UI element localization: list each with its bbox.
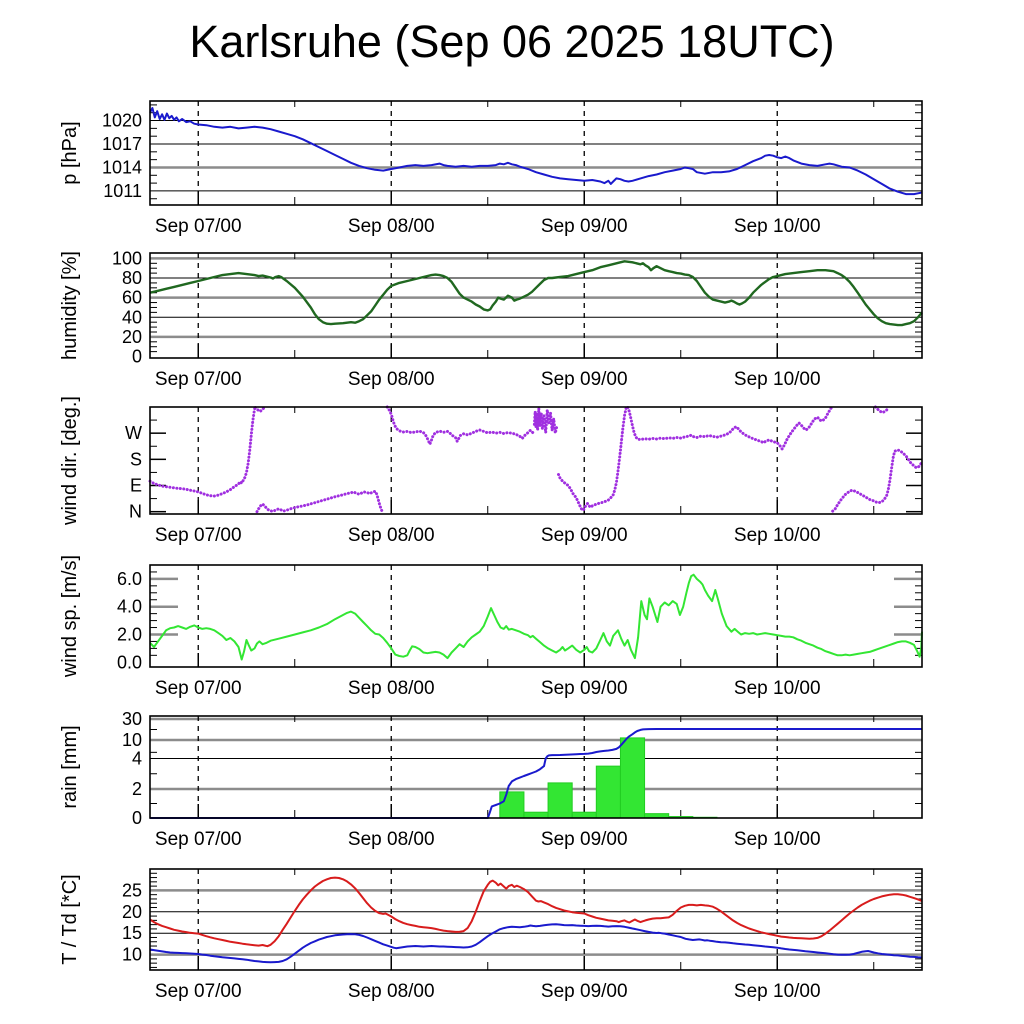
wind-direction-line bbox=[255, 489, 384, 514]
wind-speed-y-tick-label-6.0: 6.0 bbox=[117, 569, 142, 589]
wind-direction-border bbox=[149, 406, 923, 515]
pressure-x-tick-label-1: Sep 08/00 bbox=[348, 216, 435, 237]
wind-direction-y-axis-label: wind dir. [deg.] bbox=[59, 396, 81, 526]
temperature-y-axis-label: T / Td [*C] bbox=[59, 874, 81, 964]
wind-speed-y-tick-label-0.0: 0.0 bbox=[117, 652, 142, 672]
wind-speed-border bbox=[149, 564, 923, 668]
rain-bar bbox=[499, 791, 525, 819]
humidity-x-tick-label-0: Sep 07/00 bbox=[155, 369, 242, 390]
pressure-x-tick-label-2: Sep 09/00 bbox=[541, 216, 628, 237]
temperature-y-tick-label-15: 15 bbox=[122, 923, 142, 943]
wind-direction-y-tick-label-E: E bbox=[130, 476, 142, 496]
pressure-x-tick-label-0: Sep 07/00 bbox=[155, 216, 242, 237]
wind-speed-x-tick-label-0: Sep 07/00 bbox=[155, 678, 242, 699]
wind-direction-y-tick-label-W: W bbox=[125, 423, 142, 443]
wind-speed-line bbox=[149, 573, 923, 661]
humidity-y-tick-label-100: 100 bbox=[112, 248, 142, 268]
wind-speed-y-axis-label: wind sp. [m/s] bbox=[59, 555, 81, 678]
rain-y-tick-label-4: 4 bbox=[132, 749, 142, 769]
humidity-border bbox=[149, 252, 923, 359]
temperature-line bbox=[149, 876, 923, 948]
pressure-line bbox=[149, 107, 923, 196]
humidity-y-axis-label: humidity [%] bbox=[59, 251, 81, 360]
pressure-y-tick-label-1017: 1017 bbox=[102, 134, 142, 154]
temperature-y-tick-label-10: 10 bbox=[122, 945, 142, 965]
wind-direction-line bbox=[626, 405, 834, 451]
wind-direction-x-tick-label-3: Sep 10/00 bbox=[734, 525, 821, 546]
wind-direction-line bbox=[385, 405, 535, 446]
dew-point-line bbox=[149, 923, 923, 964]
rain-y-tick-label-0: 0 bbox=[132, 808, 142, 828]
pressure-border bbox=[149, 100, 923, 206]
wind-direction-y-tick-label-N: N bbox=[129, 502, 142, 522]
rain-bar bbox=[571, 811, 597, 819]
wind-speed-y-tick-label-2.0: 2.0 bbox=[117, 624, 142, 644]
wind-speed-y-tick-label-4.0: 4.0 bbox=[117, 597, 142, 617]
humidity-x-tick-label-2: Sep 09/00 bbox=[541, 369, 628, 390]
wind-direction-x-tick-label-2: Sep 09/00 bbox=[541, 525, 628, 546]
rain-x-tick-label-3: Sep 10/00 bbox=[734, 829, 821, 850]
rain-bar bbox=[523, 811, 549, 819]
temperature-x-tick-label-3: Sep 10/00 bbox=[734, 981, 821, 1002]
wind-direction-x-tick-label-1: Sep 08/00 bbox=[348, 525, 435, 546]
wind-direction-line bbox=[532, 407, 559, 435]
rain-cumulative-line bbox=[150, 728, 922, 819]
rain-y-axis-label: rain [mm] bbox=[59, 725, 81, 808]
wind-speed-x-tick-label-3: Sep 10/00 bbox=[734, 678, 821, 699]
temperature-y-tick-label-20: 20 bbox=[122, 902, 142, 922]
humidity-y-tick-label-80: 80 bbox=[122, 268, 142, 288]
humidity-y-tick-label-40: 40 bbox=[122, 307, 142, 327]
pressure-y-tick-label-1014: 1014 bbox=[102, 157, 142, 177]
wind-direction-line bbox=[831, 448, 924, 513]
pressure-y-tick-label-1020: 1020 bbox=[102, 111, 142, 131]
humidity-y-tick-label-60: 60 bbox=[122, 288, 142, 308]
wind-direction-line bbox=[148, 405, 257, 498]
temperature-x-tick-label-0: Sep 07/00 bbox=[155, 981, 242, 1002]
rain-bar bbox=[547, 782, 573, 819]
temperature-y-tick-label-25: 25 bbox=[122, 880, 142, 900]
wind-direction-line bbox=[557, 405, 629, 512]
wind-direction-y-tick-label-S: S bbox=[130, 449, 142, 469]
humidity-y-tick-label-0: 0 bbox=[132, 347, 142, 367]
temperature-x-tick-label-2: Sep 09/00 bbox=[541, 981, 628, 1002]
wind-speed-x-tick-label-1: Sep 08/00 bbox=[348, 678, 435, 699]
rain-y-tick-label-30: 30 bbox=[122, 709, 142, 729]
wind-speed-x-tick-label-2: Sep 09/00 bbox=[541, 678, 628, 699]
rain-x-tick-label-1: Sep 08/00 bbox=[348, 829, 435, 850]
rain-bar bbox=[595, 765, 621, 819]
humidity-x-tick-label-3: Sep 10/00 bbox=[734, 369, 821, 390]
humidity-x-tick-label-1: Sep 08/00 bbox=[348, 369, 435, 390]
pressure-y-tick-label-1011: 1011 bbox=[103, 181, 142, 201]
rain-bar bbox=[619, 737, 646, 819]
temperature-x-tick-label-1: Sep 08/00 bbox=[348, 981, 435, 1002]
rain-border bbox=[149, 715, 923, 819]
humidity-y-tick-label-20: 20 bbox=[122, 327, 142, 347]
temperature-border bbox=[149, 868, 923, 971]
rain-y-tick-label-10: 10 bbox=[122, 730, 142, 750]
pressure-x-tick-label-3: Sep 10/00 bbox=[734, 216, 821, 237]
rain-y-tick-label-2: 2 bbox=[132, 779, 142, 799]
rain-x-tick-label-2: Sep 09/00 bbox=[541, 829, 628, 850]
rain-x-tick-label-0: Sep 07/00 bbox=[155, 829, 242, 850]
relative-humidity-line bbox=[149, 260, 923, 327]
wind-direction-line bbox=[873, 405, 891, 414]
pressure-y-axis-label: p [hPa] bbox=[59, 121, 81, 184]
chart-title: Karlsruhe (Sep 06 2025 18UTC) bbox=[189, 16, 835, 67]
wind-direction-x-tick-label-0: Sep 07/00 bbox=[155, 525, 242, 546]
